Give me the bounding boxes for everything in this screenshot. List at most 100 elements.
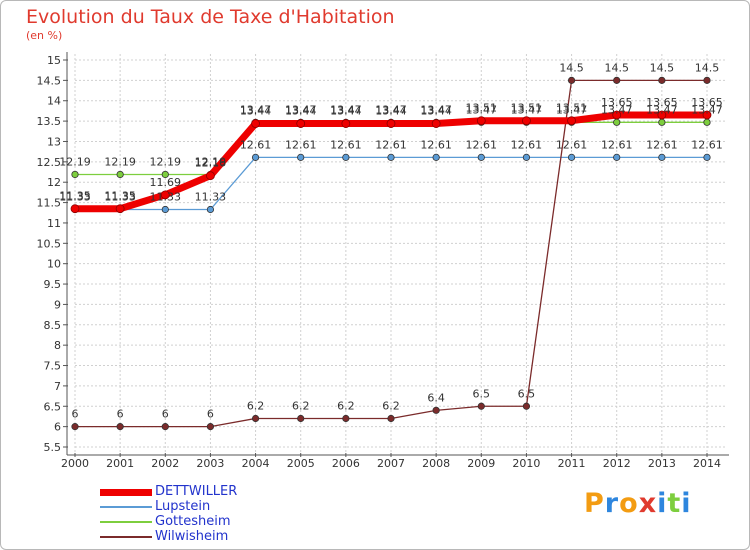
data-label-gottesheim: 13.47 <box>285 103 317 116</box>
chart-title: Evolution du Taux de Taxe d'Habitation <box>26 6 395 28</box>
y-tick-label: 6.5 <box>44 400 62 413</box>
data-label-dettwiller: 11.69 <box>150 176 182 189</box>
data-label-gottesheim: 12.19 <box>59 155 91 168</box>
data-label-lupstein: 12.61 <box>511 138 543 151</box>
data-label-wilwisheim: 6.2 <box>382 399 400 412</box>
data-label-gottesheim: 13.47 <box>330 103 362 116</box>
data-label-dettwiller: 13.44 <box>285 105 317 118</box>
data-label-lupstein: 12.61 <box>330 138 362 151</box>
y-tick-label: 12 <box>47 176 61 189</box>
data-point-gottesheim <box>71 170 79 179</box>
legend-label-lupstein: Lupstein <box>155 499 211 514</box>
data-label-lupstein: 11.33 <box>195 191 227 204</box>
data-point-lupstein <box>387 153 395 161</box>
data-point-wilwisheim <box>658 76 666 84</box>
data-point-lupstein <box>206 205 215 214</box>
data-point-wilwisheim <box>387 414 395 423</box>
y-tick-label: 7 <box>54 380 61 393</box>
legend-label-gottesheim: Gottesheim <box>155 514 231 529</box>
legend-item-wilwisheim: Wilwisheim <box>100 529 300 545</box>
data-labels: 11.33 11.33 11.33 11.33 12.61 12.61 12.61 12.61… <box>59 61 723 420</box>
legend-swatch-wilwisheim <box>100 536 152 538</box>
data-label-lupstein: 12.61 <box>420 138 452 151</box>
data-point-wilwisheim <box>206 423 215 431</box>
x-tick-label: 2007 <box>377 457 405 470</box>
data-point-gottesheim <box>703 118 711 126</box>
data-point-dettwiller <box>476 116 486 126</box>
data-point-lupstein <box>342 153 350 161</box>
data-point-dettwiller <box>206 171 215 181</box>
data-point-dettwiller <box>431 119 441 128</box>
data-label-wilwisheim: 6.5 <box>473 387 491 400</box>
x-tick-label: 2005 <box>287 457 315 470</box>
data-label-dettwiller: 13.65 <box>646 96 678 109</box>
data-label-wilwisheim: 14.5 <box>604 61 629 74</box>
y-tick-label: 15 <box>47 54 61 67</box>
data-label-dettwiller: 11.35 <box>59 190 91 203</box>
data-label-dettwiller: 13.65 <box>601 96 633 109</box>
y-tick-label: 8.5 <box>44 319 62 332</box>
data-point-dettwiller <box>702 110 712 120</box>
data-point-wilwisheim <box>71 423 79 431</box>
logo-letter: x <box>638 488 658 519</box>
x-tick-label: 2013 <box>648 457 676 470</box>
data-label-gottesheim: 13.47 <box>556 103 588 116</box>
data-point-dettwiller <box>70 204 80 214</box>
data-label-dettwiller: 11.35 <box>104 190 136 203</box>
data-label-gottesheim: 12.19 <box>150 155 182 168</box>
data-point-lupstein <box>477 153 485 161</box>
data-label-dettwiller: 13.51 <box>466 102 498 115</box>
legend-swatch-gottesheim <box>100 521 152 523</box>
y-tick-label: 6 <box>54 421 61 434</box>
data-label-gottesheim: 13.47 <box>240 103 272 116</box>
x-tick-label: 2008 <box>422 457 450 470</box>
x-tick-label: 2001 <box>106 457 134 470</box>
legend-item-gottesheim: Gottesheim <box>100 514 300 530</box>
x-tick-label: 2003 <box>196 457 224 470</box>
data-point-wilwisheim <box>477 402 485 410</box>
y-tick-label: 11 <box>47 217 61 230</box>
data-point-gottesheim <box>116 170 124 179</box>
legend-item-lupstein: Lupstein <box>100 499 300 515</box>
data-label-gottesheim: 13.47 <box>420 103 452 116</box>
data-label-wilwisheim: 6.2 <box>292 399 310 412</box>
data-point-gottesheim <box>613 118 621 126</box>
data-label-dettwiller: 13.44 <box>240 105 272 118</box>
data-label-lupstein: 12.61 <box>240 138 272 151</box>
data-point-dettwiller <box>612 110 622 120</box>
data-point-dettwiller <box>386 119 396 128</box>
data-point-lupstein <box>161 205 169 214</box>
y-tick-label: 7.5 <box>44 360 62 373</box>
data-label-gottesheim: 13.47 <box>646 103 678 116</box>
data-point-wilwisheim <box>116 423 124 431</box>
data-label-dettwiller: 13.51 <box>511 102 543 115</box>
data-point-gottesheim <box>658 118 666 126</box>
legend: DETTWILLER Lupstein Gottesheim Wilwishei… <box>100 484 300 545</box>
data-point-lupstein <box>567 153 576 161</box>
data-point-lupstein <box>297 153 305 161</box>
data-label-wilwisheim: 6.2 <box>337 399 355 412</box>
logo-letter: i <box>657 488 668 519</box>
data-label-dettwiller: 12.16 <box>195 157 227 170</box>
chart-subtitle: (en %) <box>26 29 63 42</box>
y-tick-label: 14 <box>47 95 61 108</box>
data-label-gottesheim: 13.47 <box>375 103 407 116</box>
data-point-lupstein <box>251 153 260 161</box>
data-label-wilwisheim: 6.4 <box>427 391 445 404</box>
data-point-dettwiller <box>251 119 260 128</box>
data-label-dettwiller: 13.51 <box>556 102 588 115</box>
data-label-wilwisheim: 6 <box>207 408 214 421</box>
data-point-wilwisheim <box>522 402 531 410</box>
data-label-gottesheim: 12.19 <box>104 155 136 168</box>
y-tick-label: 10 <box>47 258 61 271</box>
x-tick-label: 2010 <box>512 457 540 470</box>
data-label-lupstein: 12.61 <box>375 138 407 151</box>
y-tick-label: 9.5 <box>44 278 62 291</box>
legend-label-wilwisheim: Wilwisheim <box>155 529 229 544</box>
x-tick-label: 2011 <box>558 457 586 470</box>
data-label-wilwisheim: 6 <box>162 408 169 421</box>
data-point-dettwiller <box>296 119 306 128</box>
y-tick-label: 9 <box>54 298 61 311</box>
legend-swatch-dettwiller <box>100 489 152 496</box>
